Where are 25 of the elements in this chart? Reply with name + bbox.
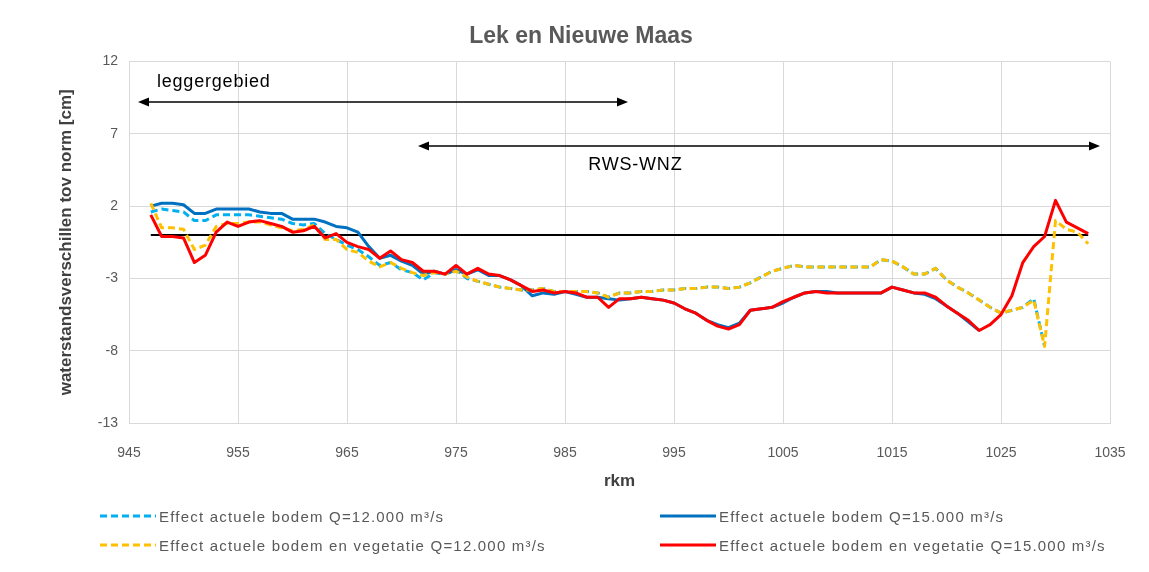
legend-label: Effect actuele bodem en vegetatie Q=12.000 m³/s <box>159 536 546 554</box>
y-tick-label: -3 <box>105 269 119 286</box>
y-tick-label: -13 <box>97 413 119 430</box>
annotation: RWS-WNZ <box>588 152 683 175</box>
chart-title: Lek en Nieuwe Maas <box>469 22 693 49</box>
legend-label: Effect actuele bodem en vegetatie Q=15.000 m³/s <box>719 536 1106 554</box>
x-tick-label: 945 <box>117 444 141 461</box>
x-tick-label: 975 <box>444 444 468 461</box>
y-axis-title: waterstandsverschillen tov norm [cm] <box>55 89 75 397</box>
x-axis-title: rkm <box>603 471 636 491</box>
y-tick-label: 7 <box>110 124 119 141</box>
y-tick-label: 2 <box>110 197 119 214</box>
x-tick-label: 995 <box>662 444 686 461</box>
x-tick-label: 1015 <box>876 444 908 461</box>
x-tick-label: 1025 <box>985 444 1017 461</box>
x-tick-label: 1035 <box>1094 444 1126 461</box>
x-tick-label: 1005 <box>767 444 799 461</box>
x-tick-label: 965 <box>335 444 359 461</box>
x-tick-label: 985 <box>553 444 577 461</box>
x-tick-label: 955 <box>226 444 250 461</box>
annotation: leggergebied <box>156 69 271 92</box>
legend-label: Effect actuele bodem Q=15.000 m³/s <box>719 507 1005 525</box>
legend-label: Effect actuele bodem Q=12.000 m³/s <box>159 507 445 525</box>
y-tick-label: 12 <box>102 52 119 69</box>
y-tick-label: -8 <box>105 341 119 358</box>
